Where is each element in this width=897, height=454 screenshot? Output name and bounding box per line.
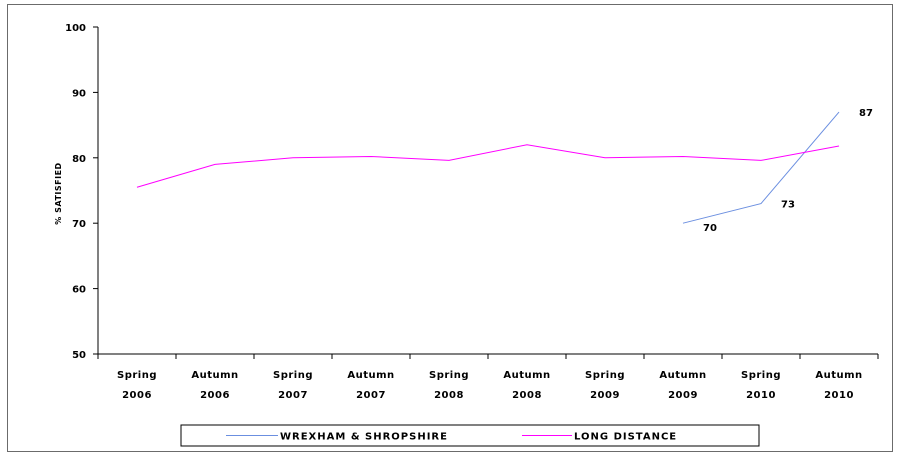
x-tick-label: Spring <box>117 370 157 381</box>
y-tick-label: 70 <box>72 219 86 230</box>
x-tick-label: Spring <box>741 370 781 381</box>
x-tick-label: 2009 <box>590 390 620 401</box>
data-label: 73 <box>781 200 795 211</box>
x-tick-label: Autumn <box>347 370 394 381</box>
series-line-1 <box>136 144 840 188</box>
y-tick-label: 50 <box>72 350 86 361</box>
legend-box <box>180 424 760 447</box>
x-tick-label: Autumn <box>503 370 550 381</box>
y-tick-label: 60 <box>72 285 86 296</box>
x-tick-label: Autumn <box>659 370 706 381</box>
x-tick-label: Spring <box>273 370 313 381</box>
chart-frame <box>7 4 893 452</box>
x-tick-label: 2010 <box>824 390 854 401</box>
x-tick-label: 2010 <box>746 390 776 401</box>
y-tick-label: 90 <box>72 88 86 99</box>
x-tick-label: 2006 <box>200 390 230 401</box>
x-tick-label: Autumn <box>191 370 238 381</box>
x-tick-label: 2007 <box>356 390 386 401</box>
y-tick-label: 80 <box>72 154 86 165</box>
x-tick-label: 2009 <box>668 390 698 401</box>
x-tick-label: Autumn <box>815 370 862 381</box>
x-tick-label: Spring <box>585 370 625 381</box>
x-tick-label: 2007 <box>278 390 308 401</box>
data-label: 87 <box>859 108 873 119</box>
series-line-0 <box>682 111 840 224</box>
legend-label: LONG DISTANCE <box>574 432 677 443</box>
x-tick-label: 2006 <box>122 390 152 401</box>
x-tick-label: Spring <box>429 370 469 381</box>
data-label: 70 <box>703 223 717 234</box>
y-axis-title: % SATISFIED <box>54 162 63 224</box>
legend-label: WREXHAM & SHROPSHIRE <box>280 432 448 443</box>
x-tick-label: 2008 <box>512 390 542 401</box>
y-tick-label: 100 <box>65 23 86 34</box>
x-tick-label: 2008 <box>434 390 464 401</box>
